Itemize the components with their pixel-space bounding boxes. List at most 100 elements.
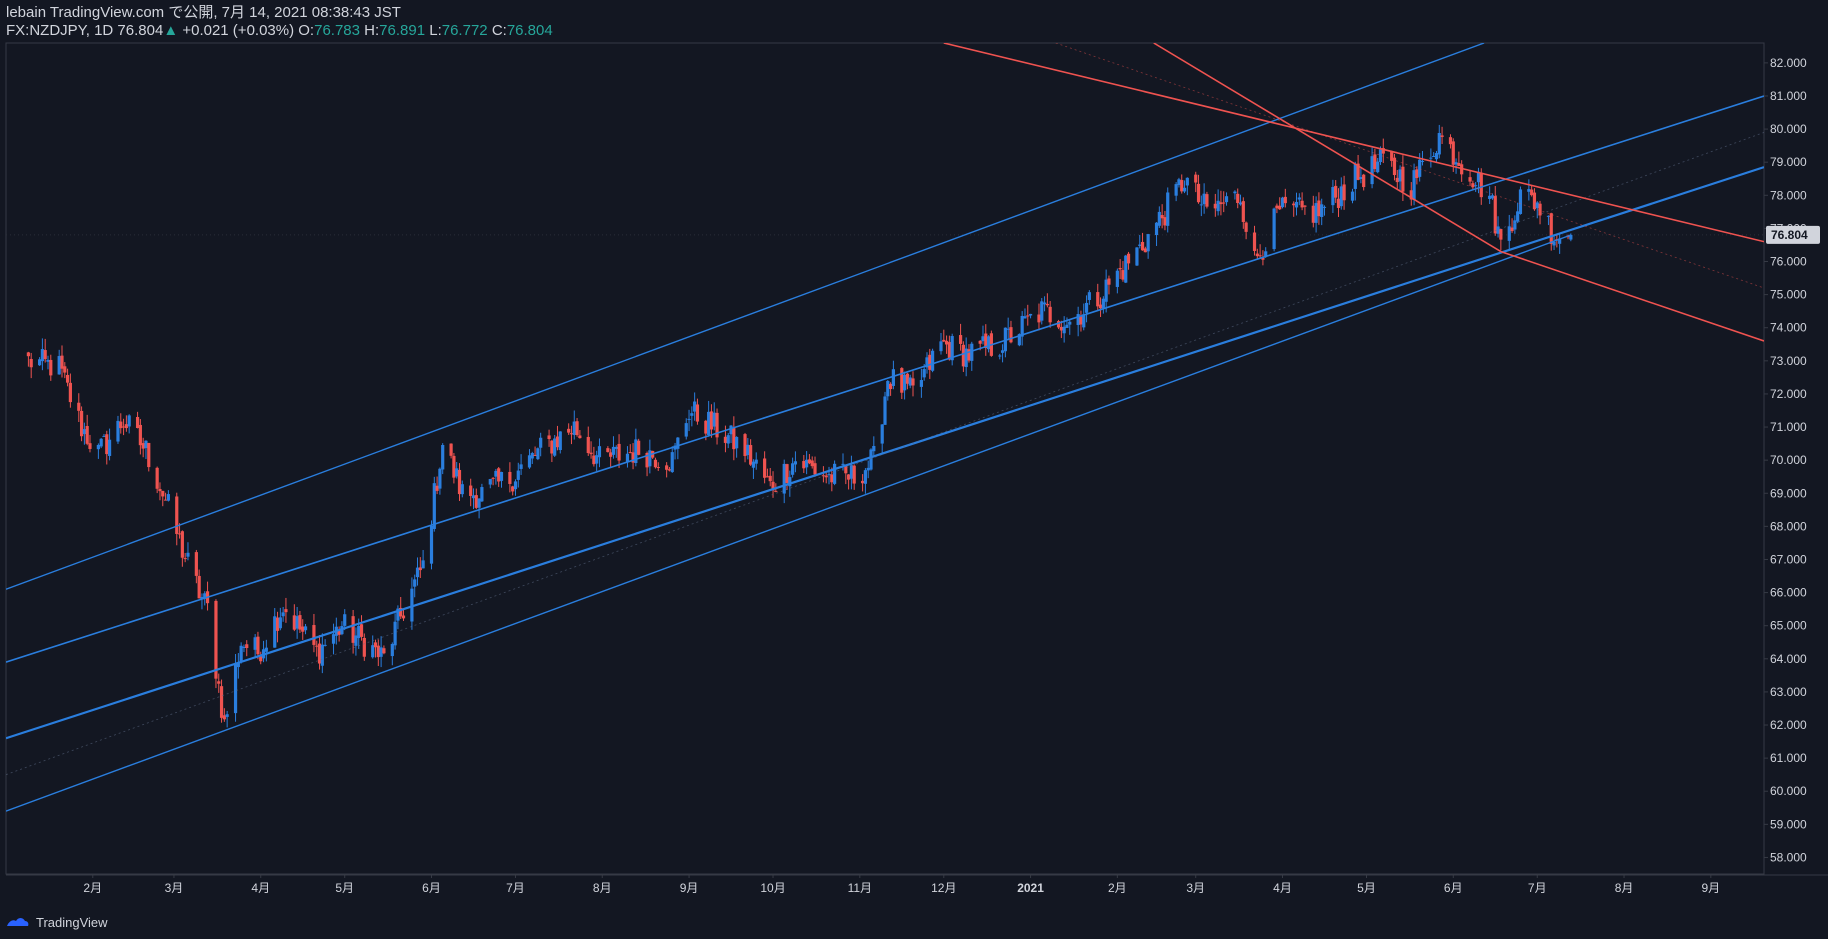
candle-body — [46, 359, 50, 362]
candle-body — [99, 438, 103, 447]
candle-body — [723, 436, 728, 443]
candle-body — [1362, 174, 1366, 188]
candle-body — [57, 356, 61, 375]
candle-body — [1558, 238, 1562, 244]
candle-body — [1138, 244, 1142, 246]
candle-body — [928, 354, 932, 370]
resistance-upper-line — [943, 43, 1764, 243]
candle-body — [827, 474, 831, 476]
candle-body — [1026, 315, 1030, 317]
x-tick-label: 2月 — [83, 881, 102, 895]
candle-body — [942, 339, 946, 342]
candle-body — [1009, 327, 1013, 343]
candle-body — [1297, 197, 1301, 200]
candle-body — [1124, 255, 1128, 283]
candle-body — [578, 435, 582, 439]
candle-body — [264, 647, 268, 652]
candle-body — [1474, 185, 1478, 187]
candle-body — [869, 449, 873, 470]
x-tick-label: 2月 — [1108, 881, 1127, 895]
candle-body — [592, 455, 596, 465]
candle-body — [1185, 177, 1189, 186]
symbol-label: FX:NZDJPY, 1D — [6, 22, 114, 39]
candle-body — [833, 463, 837, 484]
candle-body — [1432, 156, 1436, 158]
candle-body — [435, 485, 439, 491]
candle-body — [457, 469, 462, 495]
candle-body — [1048, 306, 1052, 323]
candle-body — [460, 484, 464, 495]
candle-body — [343, 614, 347, 626]
candle-body — [1264, 251, 1268, 257]
open-label: O: — [298, 22, 315, 39]
chart-header: lebain TradingView.com で公開, 7月 14, 2021 … — [6, 4, 553, 40]
candle-body — [371, 645, 375, 658]
candle-body — [1163, 217, 1167, 226]
candle-body — [1000, 350, 1005, 353]
candle-body — [908, 377, 912, 386]
x-tick-label: 4月 — [1273, 881, 1292, 895]
candle-body — [533, 454, 537, 456]
candle-body — [284, 609, 288, 613]
candle-body — [253, 637, 257, 650]
x-tick-label: 9月 — [1701, 881, 1720, 895]
candle-body — [743, 434, 747, 457]
candle-body — [785, 464, 789, 483]
candle-body — [1068, 321, 1072, 325]
candle-body — [175, 496, 179, 534]
candle-body — [186, 552, 190, 557]
candle-body — [749, 445, 753, 465]
candle-body — [1280, 197, 1285, 208]
candle-body — [1017, 334, 1021, 346]
candle-body — [569, 433, 574, 435]
candle-body — [634, 439, 638, 464]
candle-body — [1126, 253, 1131, 264]
candle-body — [947, 342, 951, 360]
candle-body — [606, 448, 610, 453]
candle-body — [1079, 315, 1083, 325]
candle-body — [197, 575, 201, 599]
candle-body — [1418, 159, 1422, 177]
candle-body — [1440, 135, 1444, 137]
candle-body — [693, 401, 697, 412]
candle-body — [555, 436, 560, 448]
candle-body — [26, 352, 30, 357]
close-value: 76.804 — [506, 22, 553, 39]
candle-body — [1392, 157, 1397, 176]
candle-body — [774, 490, 778, 492]
candle-body — [236, 663, 240, 668]
candle-body — [1356, 163, 1360, 180]
candle-body — [1569, 234, 1573, 240]
candle-body — [1451, 141, 1455, 165]
candle-body — [1255, 253, 1259, 257]
candle-body — [1042, 302, 1047, 305]
x-tick-label: 7月 — [506, 881, 525, 895]
candle-body — [40, 349, 44, 362]
candle-body — [362, 637, 366, 657]
candle-body — [1233, 191, 1237, 194]
candle-body — [194, 552, 198, 576]
candle-body — [676, 437, 680, 449]
candle-body — [511, 486, 515, 492]
candle-body — [866, 467, 870, 471]
channel-upper-line — [6, 43, 1485, 590]
candle-body — [637, 440, 641, 455]
candle-body — [1507, 226, 1511, 241]
x-tick-label: 8月 — [593, 881, 612, 895]
candle-body — [1258, 255, 1262, 257]
up-arrow-icon: ▲ — [163, 22, 179, 39]
candle-body — [547, 435, 551, 440]
candle-body — [127, 415, 131, 427]
candle-body — [788, 477, 792, 487]
x-tick-label: 7月 — [1528, 881, 1547, 895]
candle-body — [849, 465, 854, 479]
candle-body — [177, 533, 182, 535]
candle-body — [1429, 157, 1433, 159]
candle-body — [1205, 194, 1209, 207]
candle-body — [707, 411, 711, 436]
candle-body — [1087, 292, 1091, 300]
candle-body — [298, 615, 302, 630]
candle-body — [614, 446, 618, 449]
candle-body — [1336, 198, 1341, 208]
